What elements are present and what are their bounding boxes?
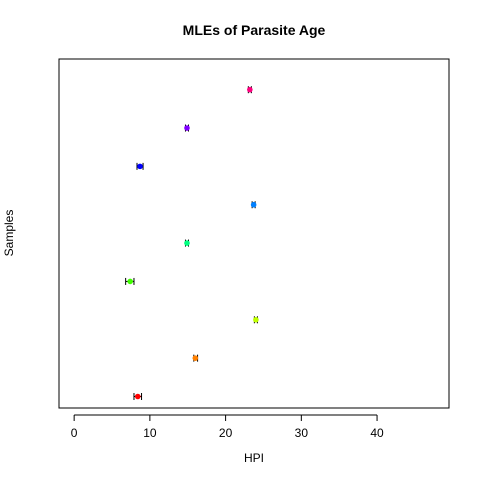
sample-point-9 <box>247 86 253 94</box>
estimate-marker <box>250 201 257 208</box>
sample-point-4 <box>125 277 135 285</box>
y-axis-label: Samples <box>2 210 16 257</box>
x-tick-label: 20 <box>219 426 233 440</box>
x-axis-label: HPI <box>244 451 264 465</box>
x-tick-label: 30 <box>295 426 309 440</box>
estimate-marker <box>253 316 259 323</box>
estimate-marker <box>184 125 190 131</box>
x-tick-label: 40 <box>370 426 384 440</box>
data-points <box>125 86 259 400</box>
sample-point-1 <box>133 392 143 400</box>
chart-title: MLEs of Parasite Age <box>183 22 326 38</box>
estimate-marker <box>192 355 199 361</box>
estimate-marker <box>247 86 253 93</box>
estimate-marker <box>134 393 141 400</box>
plot-frame <box>58 58 450 409</box>
sample-point-3 <box>253 316 259 324</box>
estimate-marker <box>137 163 143 170</box>
sample-point-5 <box>184 239 190 247</box>
x-tick-label: 0 <box>71 426 78 440</box>
estimate-marker <box>127 278 133 285</box>
sample-point-7 <box>136 162 144 170</box>
x-tick-label: 10 <box>143 426 157 440</box>
sample-point-2 <box>192 354 199 362</box>
sample-point-6 <box>250 201 257 209</box>
x-axis: 0 10 20 30 40 <box>71 414 384 440</box>
sample-point-8 <box>184 124 190 132</box>
estimate-marker <box>184 240 190 246</box>
